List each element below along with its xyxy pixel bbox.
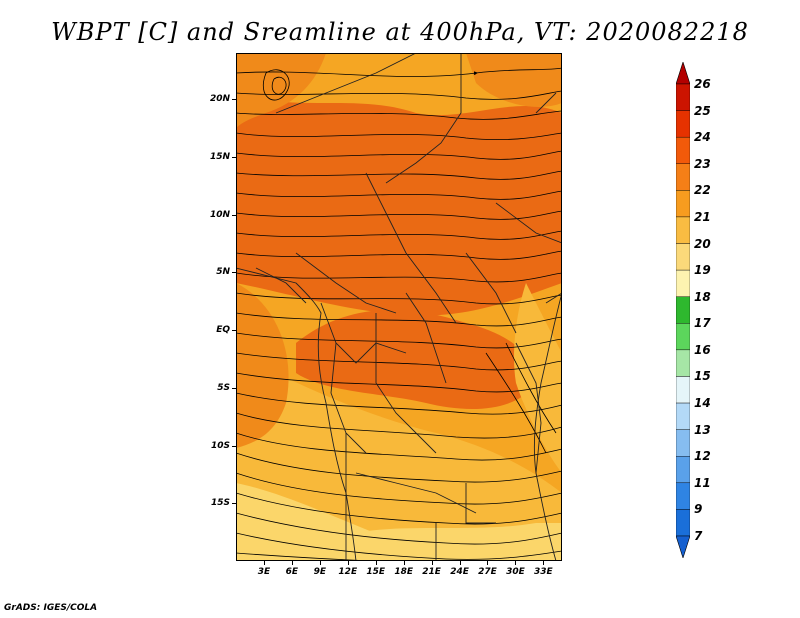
coastline	[236, 267, 357, 561]
colorbar-label: 7	[694, 529, 703, 543]
colorbar-label: 12	[694, 449, 711, 464]
colorbar-segment	[675, 429, 691, 457]
lon-label: 18E	[394, 567, 413, 577]
colorbar-label: 20	[694, 236, 711, 251]
lat-label: 5N	[216, 267, 230, 278]
field-south-light	[236, 353, 562, 561]
lon-label: 12E	[338, 567, 358, 577]
lat-label: 15N	[209, 151, 230, 162]
lon-tick	[543, 561, 545, 565]
field-northwest-light	[236, 53, 326, 128]
colorbar-segment	[675, 216, 691, 244]
colorbar-bottom-arrow	[675, 535, 691, 559]
lat-label: 15S	[210, 498, 230, 509]
colorbar-segment	[675, 296, 691, 324]
lat-tick	[232, 445, 236, 447]
colorbar-label: 17	[694, 316, 711, 331]
field-southeast-yellow	[356, 523, 562, 561]
lon-tick	[347, 561, 349, 565]
lon-tick	[319, 561, 321, 565]
colorbar-label: 21	[694, 209, 711, 224]
colorbar-label: 23	[694, 156, 711, 171]
lon-tick	[431, 561, 433, 565]
colorbar-segment	[675, 456, 691, 484]
chart-title: WBPT [C] and Sreamline at 400hPa, VT: 20…	[51, 18, 749, 46]
colorbar-segment	[675, 163, 691, 191]
lat-label: 10N	[209, 209, 230, 220]
colorbar-label: 24	[694, 130, 711, 145]
lon-tick	[291, 561, 293, 565]
colorbar-segment	[675, 83, 691, 111]
colorbar-segment	[675, 269, 691, 297]
lat-tick	[232, 214, 236, 216]
country-borders	[255, 53, 562, 561]
lon-tick	[487, 561, 489, 565]
lon-tick	[375, 561, 377, 565]
lat-tick	[232, 272, 236, 274]
colorbar-segment	[675, 110, 691, 138]
streamlines	[236, 67, 562, 561]
colorbar-segment	[675, 376, 691, 404]
lat-tick	[232, 156, 236, 158]
colorbar-segment	[675, 243, 691, 271]
colorbar-label: 9	[694, 502, 703, 517]
lat-label: 10S	[210, 440, 230, 451]
colorbar-graphic	[675, 61, 691, 559]
colorbar-label: 16	[694, 342, 711, 357]
lon-label: 3E	[257, 567, 271, 577]
lon-tick	[459, 561, 461, 565]
map-frame	[236, 53, 562, 561]
field-central-warm	[296, 309, 536, 409]
map-canvas	[236, 53, 562, 561]
colorbar-top-arrow	[675, 61, 691, 85]
colorbar-label: 22	[694, 183, 711, 198]
lon-label: 6E	[285, 567, 299, 577]
lat-label: 20N	[209, 94, 230, 105]
colorbar-label: 15	[694, 369, 711, 384]
colorbar-label: 25	[694, 103, 711, 118]
colorbar-segment	[675, 402, 691, 430]
colorbar-label: 19	[694, 263, 711, 278]
field-west-warm	[236, 283, 289, 448]
lon-label: 15E	[366, 567, 386, 577]
lat-tick	[232, 330, 236, 332]
lon-tick	[403, 561, 405, 565]
lat-tick	[232, 387, 236, 389]
colorbar-label: 26	[694, 77, 711, 91]
colorbar	[675, 61, 691, 559]
colorbar-segment	[675, 482, 691, 510]
colorbar-label: 11	[694, 475, 711, 490]
east-coast	[533, 292, 562, 561]
lon-label: 21E	[422, 567, 441, 577]
lat-tick	[232, 503, 236, 505]
colorbar-label: 18	[694, 289, 711, 304]
lat-tick	[232, 99, 236, 101]
lon-label: 24E	[450, 567, 469, 577]
lon-label: 33E	[534, 567, 553, 577]
lon-label: 30E	[506, 567, 525, 577]
lon-label: 27E	[478, 567, 497, 577]
colorbar-segment	[675, 349, 691, 377]
colorbar-label: 13	[694, 422, 711, 437]
credit-text: GrADS: IGES/COLA	[4, 603, 98, 613]
lon-label: 9E	[313, 567, 327, 577]
lon-tick	[263, 561, 265, 565]
field-northeast-light	[466, 53, 562, 107]
field-north-warm	[236, 93, 562, 316]
colorbar-label: 14	[694, 396, 711, 411]
colorbar-segment	[675, 136, 691, 164]
colorbar-segment	[675, 190, 691, 218]
map-panel	[236, 53, 562, 561]
lon-tick	[515, 561, 517, 565]
field-east-light	[514, 283, 562, 473]
lat-label: EQ	[216, 325, 230, 336]
colorbar-segment	[675, 509, 691, 537]
lat-label: 5S	[217, 382, 230, 393]
colorbar-segment	[675, 323, 691, 351]
